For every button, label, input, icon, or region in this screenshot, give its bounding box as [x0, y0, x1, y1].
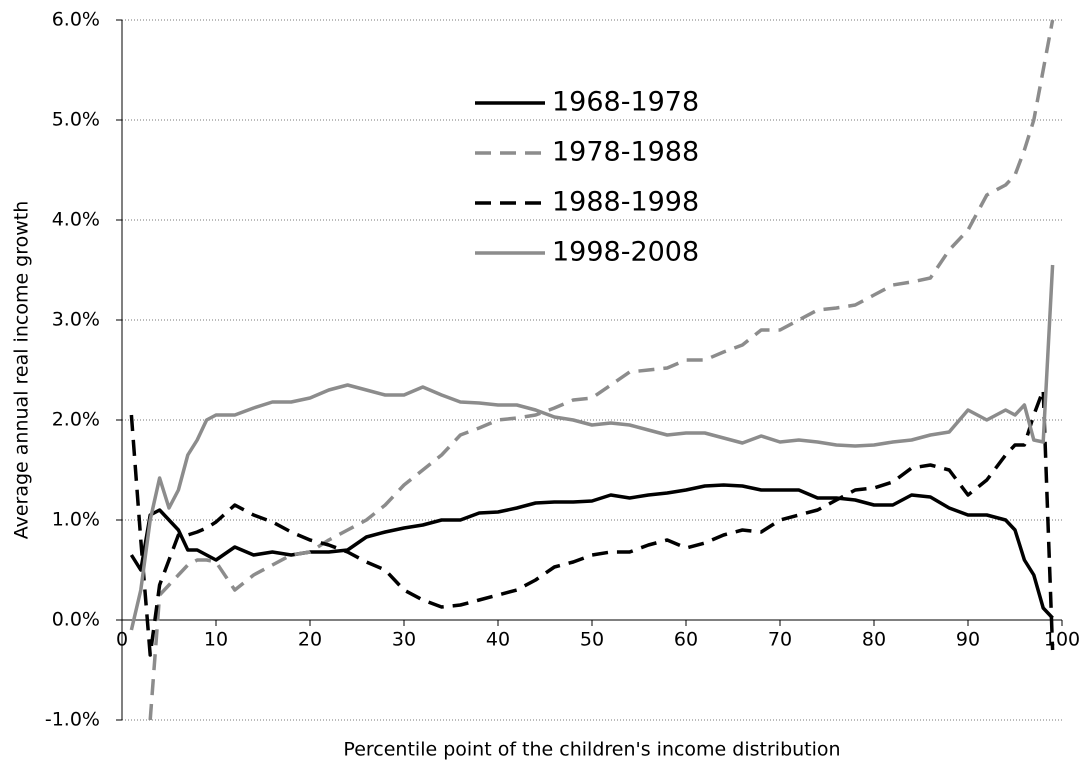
y-tick-label: 6.0%	[52, 9, 100, 31]
x-tick-label: 30	[392, 629, 416, 651]
legend-label: 1978-1988	[552, 137, 699, 168]
x-tick-label: 40	[486, 629, 510, 651]
series-line	[148, 19, 1055, 721]
x-tick-label: 20	[298, 629, 322, 651]
y-tick-label: 1.0%	[52, 509, 100, 531]
x-tick-label: 60	[674, 629, 698, 651]
y-tick-label: -1.0%	[45, 709, 100, 731]
x-tick-label: 100	[1044, 629, 1080, 651]
x-tick-label: 80	[862, 629, 886, 651]
y-tick-label: 0.0%	[52, 609, 100, 631]
legend-label: 1988-1998	[552, 187, 699, 218]
y-tick-label: 3.0%	[52, 309, 100, 331]
series-line	[129, 388, 1055, 657]
y-tick-label: 4.0%	[52, 209, 100, 231]
y-tick-label: 2.0%	[52, 409, 100, 431]
y-axis-label: Average annual real income growth	[11, 201, 33, 540]
x-tick-label: 70	[768, 629, 792, 651]
x-tick-label: 90	[956, 629, 980, 651]
x-tick-label: 50	[580, 629, 604, 651]
legend-label: 1968-1978	[552, 87, 699, 118]
legend-label: 1998-2008	[552, 237, 699, 268]
series-line	[129, 264, 1055, 631]
legend: 1968-1978 1978-1988 1988-1998 1998-2008	[475, 87, 699, 268]
x-tick-label: 0	[116, 629, 128, 651]
x-axis-label: Percentile point of the children's incom…	[343, 739, 840, 761]
x-tick-label: 10	[204, 629, 228, 651]
y-tick-label: 5.0%	[52, 109, 100, 131]
series-line	[129, 483, 1054, 620]
